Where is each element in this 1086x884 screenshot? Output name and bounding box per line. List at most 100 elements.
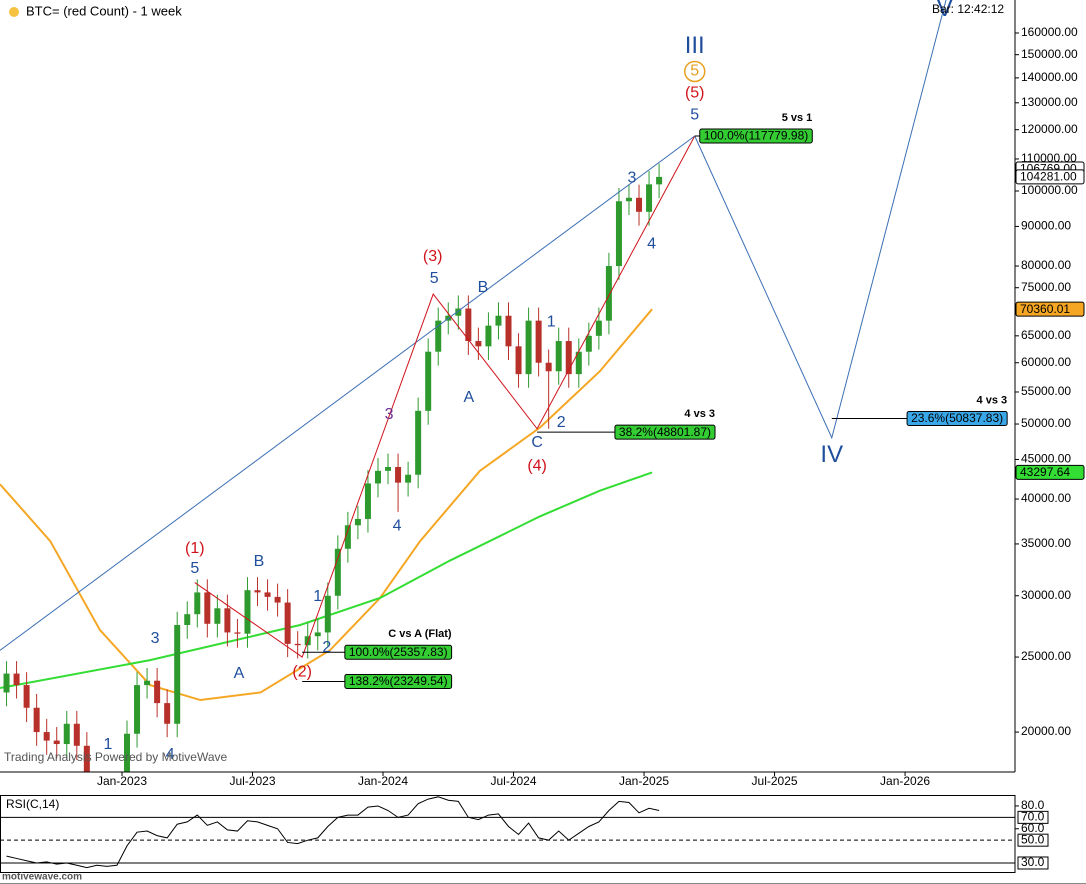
candle-body [595,320,602,336]
candle-body [485,325,492,347]
candle-body [415,410,422,475]
wave-label: 1 [547,313,556,330]
fib-box [344,673,453,689]
y-tick-label: 150000.00 [1021,47,1078,61]
wave-line [694,0,947,440]
wave-label: (2) [292,663,312,680]
wave-label: 5 [690,106,699,123]
candle-body [33,707,40,733]
wave-label: 1 [103,736,112,753]
candle-body [425,351,432,411]
wave-line [194,135,696,658]
candle-body [23,685,30,708]
candle-body [3,673,10,693]
fib-note: 4 vs 3 [684,408,715,420]
candle-body [585,335,592,352]
wave-label: IV [820,441,843,468]
candle-body [475,341,482,347]
price-marker [1015,301,1085,317]
fib-label: 100.0%(25357.83) [349,645,448,659]
wave-label: 4 [393,517,402,534]
candle-body [495,315,502,326]
wave-label: B [254,553,265,570]
candle-body [214,608,221,624]
candle-body [435,320,442,352]
wave-label: 4 [166,746,175,763]
candle-body [164,703,171,724]
candle-body [184,614,191,626]
candle-body [284,602,291,644]
candle-body [134,685,141,734]
rsi-title: RSI(C,14) [6,797,59,811]
rsi-level-box [1017,833,1049,847]
x-tick-label: Jul-2024 [491,774,537,788]
candle-body [294,643,301,646]
candle-body [525,320,532,375]
candle-body [625,197,632,202]
wave-label: A [464,389,475,406]
y-tick-label: 80000.00 [1021,258,1071,272]
candle-body [344,525,351,549]
candle-body [565,341,572,375]
rsi-tick-label: 80.0 [1021,798,1045,812]
candle-body [144,680,151,686]
candle-body [124,733,131,772]
candle-body [505,315,512,347]
candle-body [354,518,361,526]
chart-title: BTC= (red Count) - 1 week [26,3,182,18]
wave-label: (1) [185,540,205,557]
candle-body [605,266,612,321]
candle-body [374,470,381,484]
wave-label: 5 [190,560,199,577]
candle-body [13,673,20,686]
candle-body [264,592,271,597]
candle-body [646,184,653,212]
candle-body [83,745,90,772]
y-tick-label: 140000.00 [1021,70,1078,84]
fib-label: 138.2%(23249.54) [349,674,448,688]
fib-label: 23.6%(50837.83) [911,411,1003,425]
rsi-line [6,796,660,869]
y-tick-label: 100000.00 [1021,183,1078,197]
candle-body [636,197,643,212]
fib-label: 38.2%(48801.87) [619,425,711,439]
wave-label: 3 [151,630,160,647]
fib-note: 4 vs 3 [977,394,1008,406]
rsi-tick-label: 70.0 [1021,810,1045,824]
rsi-tick-label: 50.0 [1021,832,1045,846]
wave-label: 2 [557,414,566,431]
candle-body [535,320,542,363]
wave-label: III [685,32,705,59]
y-tick-label: 60000.00 [1021,355,1071,369]
wave-label: A [234,665,245,682]
rsi-area [6,796,660,869]
price-marker [1015,169,1085,185]
wave-label: C [531,434,543,451]
candle-body [154,680,161,704]
fib-note: 5 vs 1 [782,112,813,124]
wave-label: 5 [430,270,439,287]
candle-body [43,732,50,741]
x-tick-label: Jan-2023 [97,774,147,788]
y-tick-label: 40000.00 [1021,491,1071,505]
y-tick-label: 45000.00 [1021,452,1071,466]
plot-area: 100.0%(117779.98) 5 vs 1 38.2%(48801.87) 4 … [0,0,1008,772]
candle-body [555,341,562,372]
fib-note: C vs A (Flat) [388,628,452,640]
y-tick-label: 35000.00 [1021,536,1071,550]
candle-body [385,467,392,471]
wave-label: 1 [313,588,322,605]
wave-line [0,135,696,651]
candle-body [324,595,331,633]
rsi-frame [0,795,1016,873]
rsi-tick-label: 30.0 [1021,855,1045,869]
candle-body [174,625,181,724]
price-marker-label: 70360.01 [1020,302,1070,316]
site-name: motivewave.com [2,872,82,883]
y-tick-label: 120000.00 [1021,122,1078,136]
price-marker-label: 104281.00 [1020,170,1077,184]
moving-average [0,308,653,702]
price-marker [1015,464,1085,480]
